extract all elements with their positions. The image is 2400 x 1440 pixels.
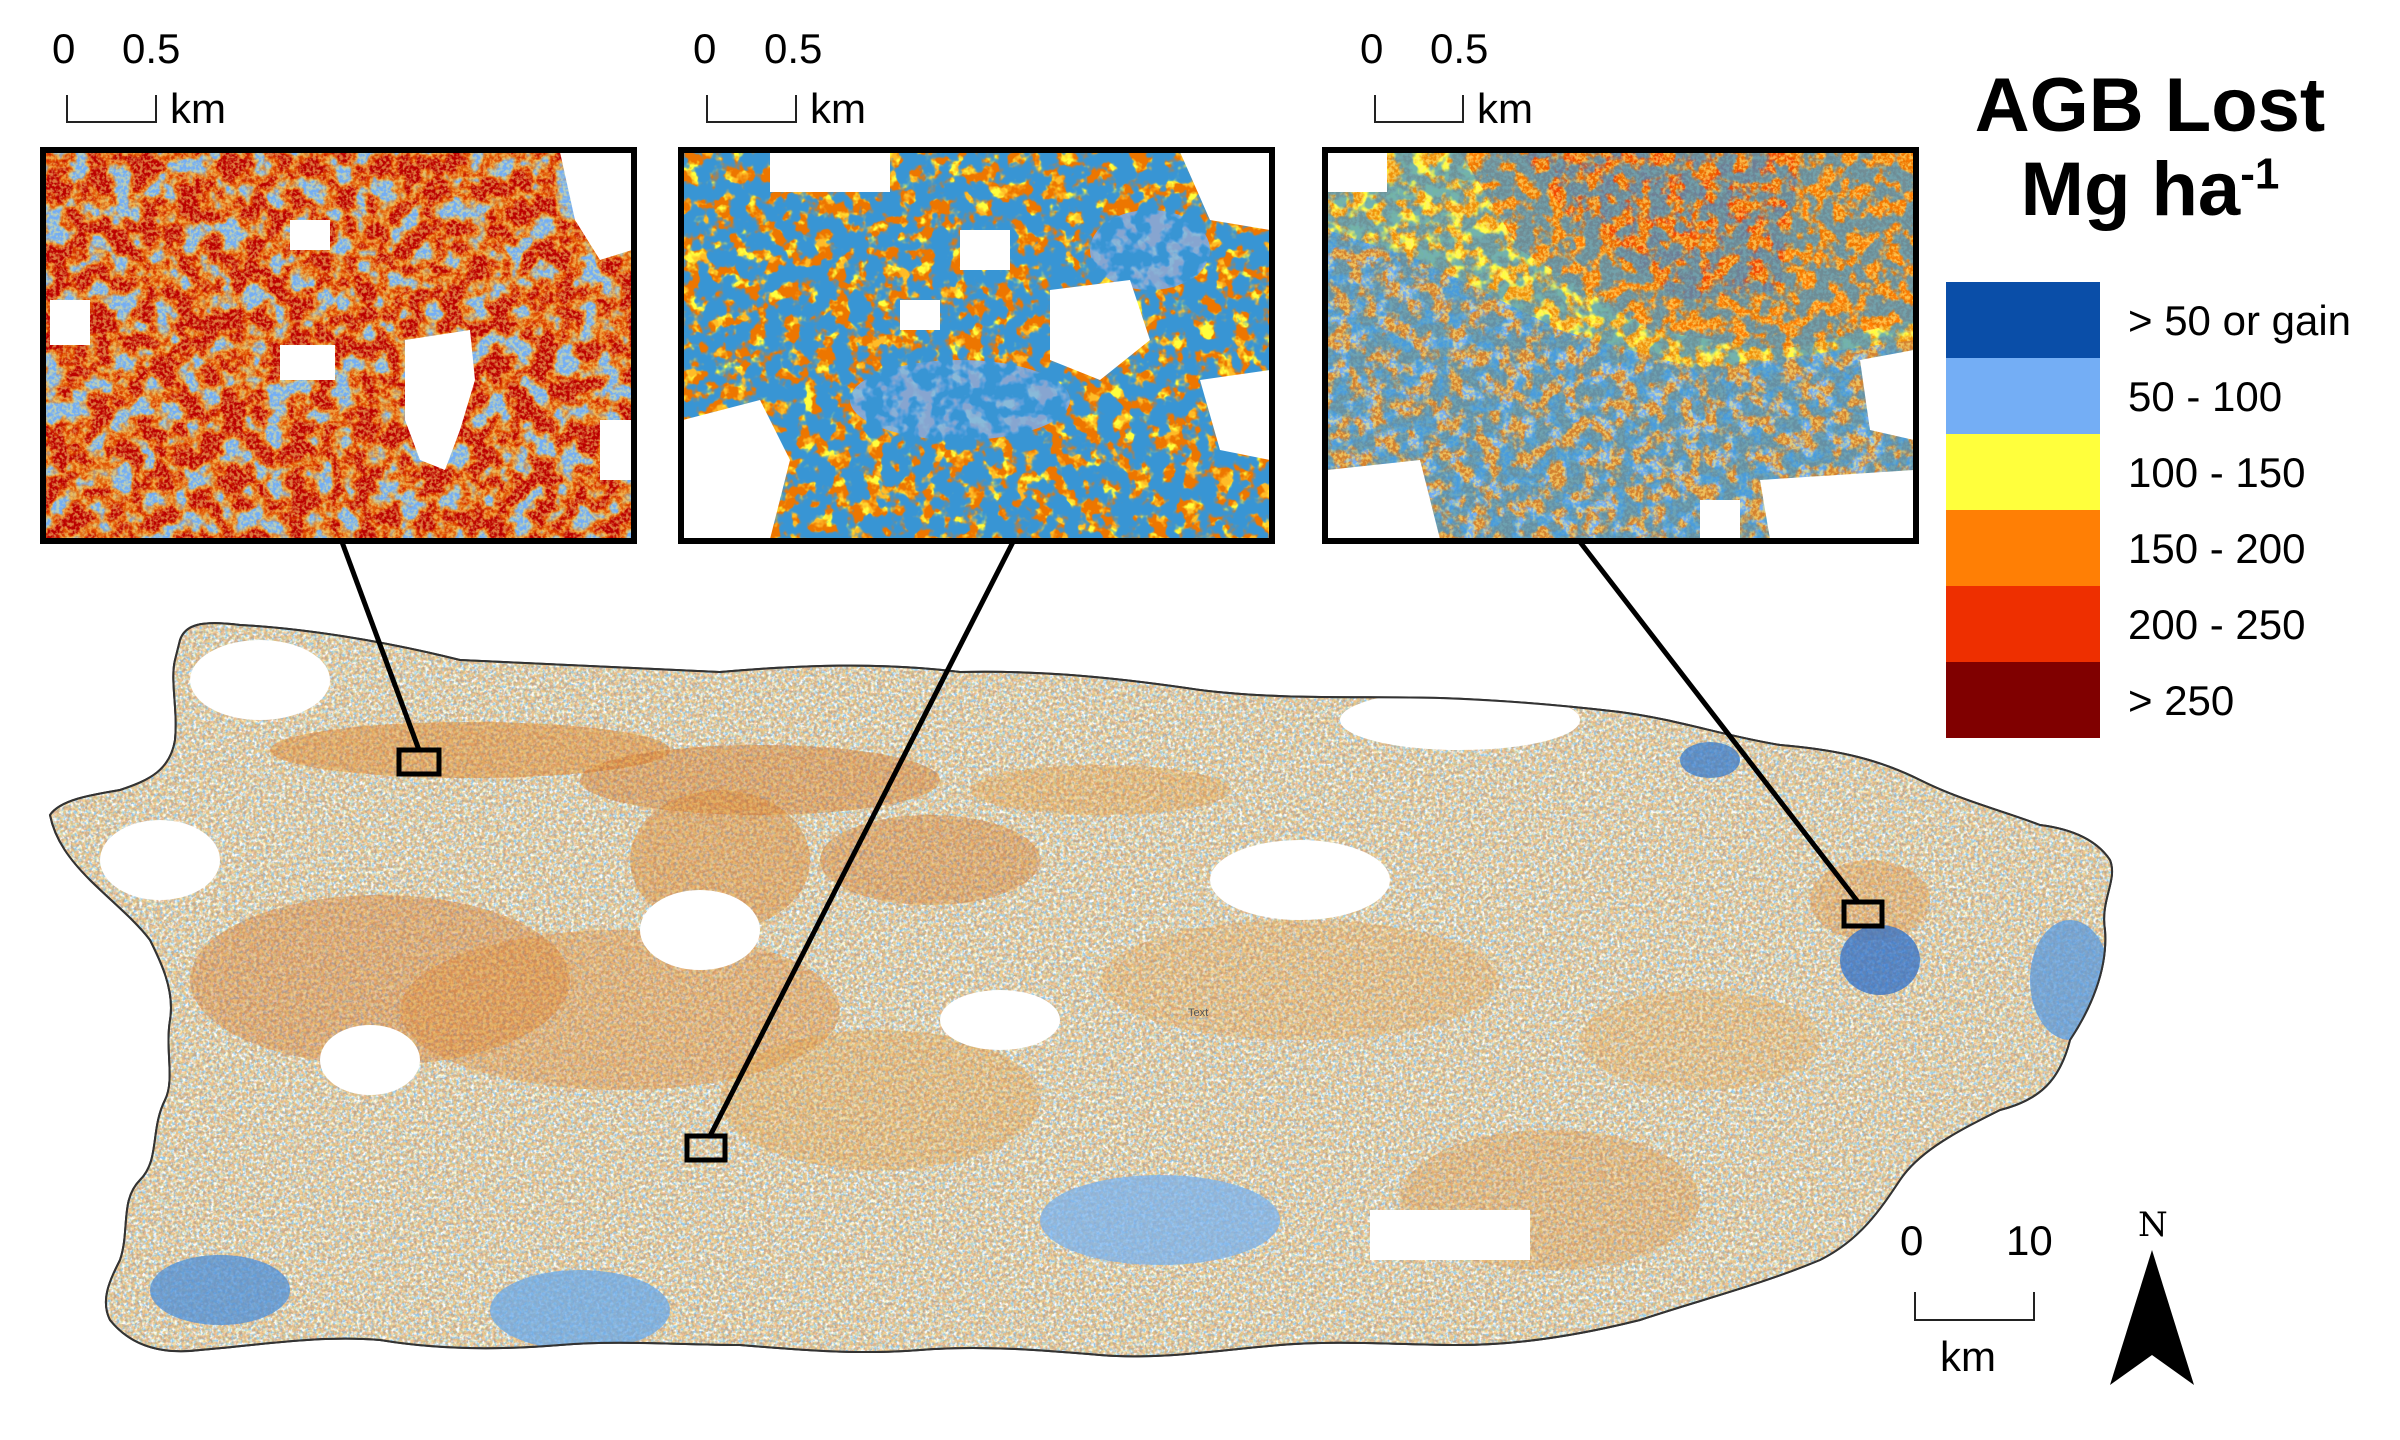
inset-scalebar-central-half: 0.5 [764, 25, 823, 72]
inset-scalebar-central-bar [706, 95, 797, 123]
legend-label-1: 50 - 100 [2128, 373, 2283, 420]
north-arrow-icon [2110, 1250, 2194, 1385]
legend-swatch-2 [1946, 434, 2100, 510]
legend-label-0: > 50 or gain [2128, 297, 2352, 344]
legend-swatch-1 [1946, 358, 2100, 434]
north-label: N [2138, 1205, 2168, 1245]
legend-swatch-4 [1946, 586, 2100, 662]
legend-swatch-3 [1946, 510, 2100, 586]
leader-line-central [707, 540, 1016, 1138]
legend-label-2: 100 - 150 [2128, 449, 2306, 496]
inset-central-map [683, 152, 1270, 539]
inset-scalebar-east-zero: 0 [1360, 25, 1384, 72]
locator-box-east [1841, 899, 1885, 929]
inset-east-frame [1322, 147, 1919, 544]
inset-scalebar-east-unit: km [1477, 85, 1533, 132]
leader-line-west [339, 541, 422, 751]
inset-scalebar-east-bar [1374, 95, 1464, 123]
inset-scalebar-west-zero: 0 [52, 25, 76, 72]
inset-west-frame [40, 147, 637, 544]
inset-scalebar-west-unit: km [170, 85, 226, 132]
island-map [49, 622, 2114, 1358]
leader-line-east [1578, 540, 1860, 904]
main-scalebar-unit: km [1940, 1333, 1996, 1380]
inset-west-map [45, 152, 632, 539]
locator-box-central [684, 1133, 728, 1163]
inset-scalebar-west-bar [66, 95, 157, 123]
inset-scalebar-central-unit: km [810, 85, 866, 132]
legend-label-3: 150 - 200 [2128, 525, 2306, 572]
inset-scalebar-west-half: 0.5 [122, 25, 181, 72]
inset-scalebar-central-zero: 0 [693, 25, 717, 72]
legend-title-units: Mg ha [2020, 147, 2241, 232]
legend-title-line1: AGB Lost [1974, 63, 2326, 148]
legend-title-exponent: -1 [2240, 149, 2280, 199]
legend-title-line2: Mg ha-1 [1940, 152, 2360, 228]
main-scalebar-bar [1914, 1292, 2035, 1321]
inset-central-frame [678, 147, 1275, 544]
inset-scalebar-east-half: 0.5 [1430, 25, 1489, 72]
inset-east-map [1327, 152, 1914, 539]
legend-swatch-0 [1946, 282, 2100, 358]
main-scalebar-zero: 0 [1900, 1217, 1924, 1264]
legend-label-4: 200 - 250 [2128, 601, 2306, 648]
map-stray-text: Text [1188, 1007, 1209, 1019]
main-scalebar-ten: 10 [2006, 1217, 2053, 1264]
legend-label-5: > 250 [2128, 677, 2235, 724]
legend-swatch-5 [1946, 662, 2100, 738]
